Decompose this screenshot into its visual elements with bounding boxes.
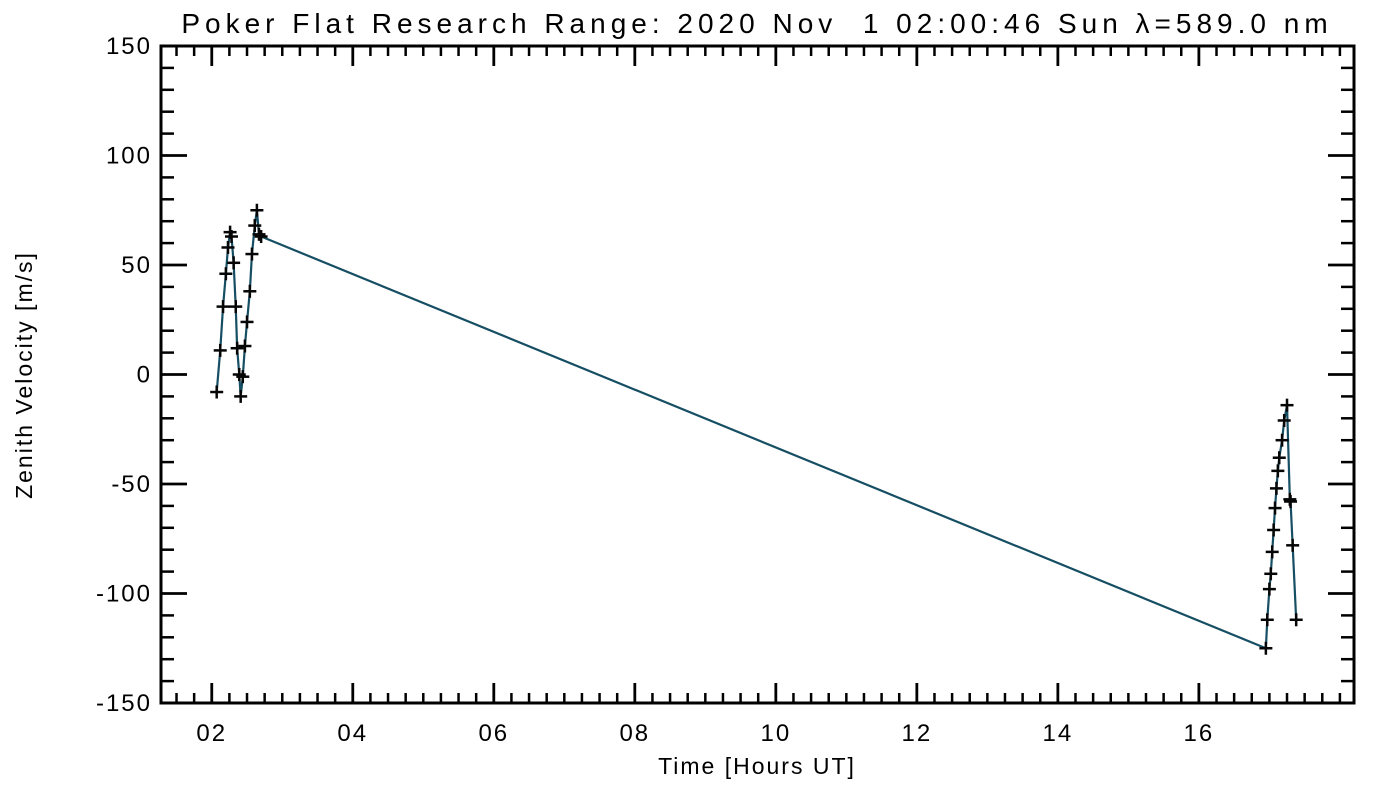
- y-tick-label: -150: [96, 690, 152, 717]
- plot-frame: [159, 44, 1356, 705]
- x-axis-label: Time [Hours UT]: [658, 753, 856, 779]
- axis-tick-labels: 02 04 06 08 10 12 14 16 -150 -100 -50 0 50 100 150: [96, 33, 1215, 747]
- y-tick-label: -50: [111, 471, 152, 498]
- x-tick-label: 04: [337, 720, 368, 747]
- x-tick-label: 08: [619, 720, 650, 747]
- series-line: [215, 209, 1298, 650]
- x-tick-label: 12: [901, 720, 932, 747]
- y-tick-label: 50: [121, 252, 152, 279]
- y-tick-label: 150: [106, 33, 152, 60]
- axis-ticks: [161, 44, 1354, 705]
- y-tick-label: -100: [96, 581, 152, 608]
- x-tick-label: 02: [196, 720, 227, 747]
- chart-title: Poker Flat Research Range: 2020 Nov 1 02…: [181, 8, 1332, 39]
- y-tick-label: 0: [137, 362, 152, 389]
- x-tick-label: 14: [1043, 720, 1074, 747]
- y-axis-label: Zenith Velocity [m/s]: [11, 251, 37, 499]
- data-series: [210, 203, 1303, 655]
- x-tick-label: 10: [760, 720, 791, 747]
- y-tick-label: 100: [106, 143, 152, 170]
- x-tick-label: 16: [1184, 720, 1215, 747]
- x-tick-label: 06: [478, 720, 509, 747]
